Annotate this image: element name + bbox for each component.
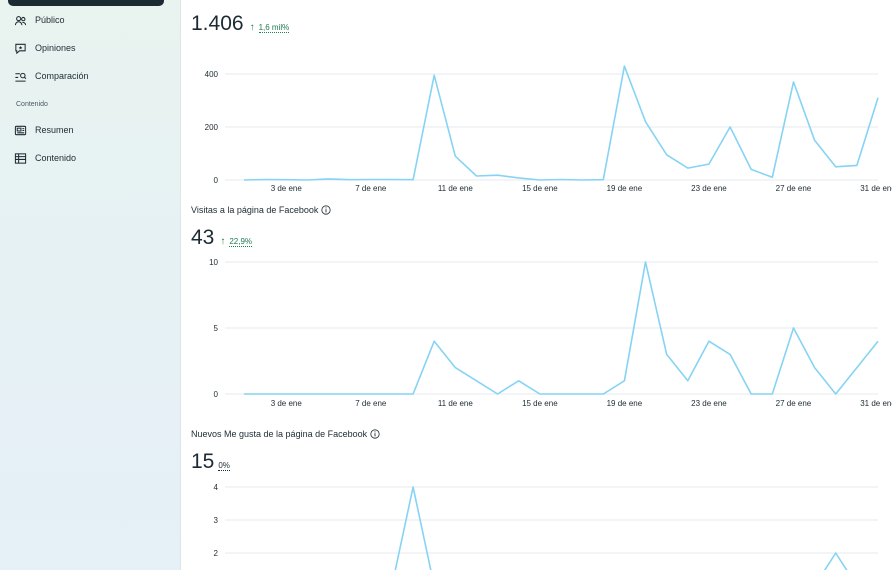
sidebar-item-label: Público [35,15,65,25]
visits-metric-title: Visitas a la página de Facebook [191,205,332,215]
y-tick-label: 2 [214,549,219,558]
x-tick-label: 11 de ene [438,399,474,408]
reach-delta[interactable]: 1,6 mil% [258,23,290,33]
visits-delta[interactable]: 22,9% [229,237,253,247]
series-line[interactable] [243,65,879,181]
x-tick-label: 27 de ene [776,399,812,408]
sidebar-item-content[interactable]: Contenido [14,148,76,168]
reach-chart: 0 200 400 3 de ene 7 de ene 11 de ene 15 de en… [205,65,892,193]
x-tick-label: 31 de ene [860,399,892,408]
x-tick-label: 23 de ene [691,184,727,193]
reach-metric-value: 1.406 [191,12,244,35]
info-icon[interactable] [370,429,380,439]
likes-delta[interactable]: 0% [218,461,230,471]
visits-title-text: Visitas a la página de Facebook [191,205,319,215]
info-icon[interactable] [321,205,332,215]
sidebar-item-label: Resumen [35,125,74,135]
visits-metric-value-row: 43 ↑ 22,9% [191,226,253,250]
likes-title-text: Nuevos Me gusta de la página de Facebook [191,429,368,439]
sidebar-item-feedback[interactable]: Opiniones [14,38,76,58]
sidebar-item-audience[interactable]: Público [14,10,65,30]
x-tick-label: 19 de ene [607,184,643,193]
sidebar-item-label: Comparación [35,71,89,81]
sidebar-item-label: Opiniones [35,43,76,53]
main-content: 1.406 ↑ 1,6 mil% 0 200 400 3 de ene 7 de ene… [181,0,892,570]
y-tick-label: 400 [205,70,219,79]
section-label-content: Contenido [16,101,48,108]
x-tick-label: 11 de ene [438,184,474,193]
sidebar: Público Opiniones Comparación Contenido … [0,0,181,570]
x-tick-label: 19 de ene [607,399,643,408]
y-tick-label: 5 [214,324,219,333]
x-tick-label: 27 de ene [776,184,812,193]
x-tick-label: 31 de ene [860,184,892,193]
series-line[interactable] [244,486,878,570]
arrow-up-icon: ↑ [249,22,255,33]
y-tick-label: 10 [209,258,218,267]
likes-metric-value: 15 [191,450,215,473]
likes-metric-title: Nuevos Me gusta de la página de Facebook [191,429,380,439]
data-point[interactable] [412,486,414,488]
data-point[interactable] [835,552,837,554]
likes-chart: 2 3 4 [214,483,878,570]
feedback-icon [15,43,26,54]
y-tick-label: 0 [214,176,219,185]
sidebar-item-overview[interactable]: Resumen [14,120,74,140]
arrow-up-icon: ↑ [220,236,226,247]
visits-chart: 0 5 10 3 de ene 7 de ene 11 de ene 15 de ene 19… [209,258,892,408]
y-tick-label: 3 [214,516,219,525]
overview-icon [14,125,27,135]
visits-metric-value: 43 [191,226,215,249]
table-icon [14,152,27,164]
sidebar-item-label: Contenido [35,153,77,163]
audience-icon [14,15,27,25]
y-tick-label: 200 [205,123,219,132]
compare-icon [15,72,27,82]
likes-metric-value-row: 15 0% [191,450,230,474]
x-tick-label: 7 de ene [355,399,387,408]
y-tick-label: 0 [214,390,219,399]
selected-nav-indicator[interactable] [8,0,164,6]
x-tick-label: 3 de ene [271,184,303,193]
y-tick-label: 4 [214,483,219,492]
x-tick-label: 3 de ene [271,399,303,408]
x-tick-label: 7 de ene [355,184,387,193]
reach-metric-value-row: 1.406 ↑ 1,6 mil% [191,12,290,36]
series-line[interactable] [244,261,879,395]
sidebar-item-compare[interactable]: Comparación [14,66,89,86]
x-tick-label: 23 de ene [691,399,727,408]
x-tick-label: 15 de ene [522,399,558,408]
x-tick-label: 15 de ene [522,184,558,193]
